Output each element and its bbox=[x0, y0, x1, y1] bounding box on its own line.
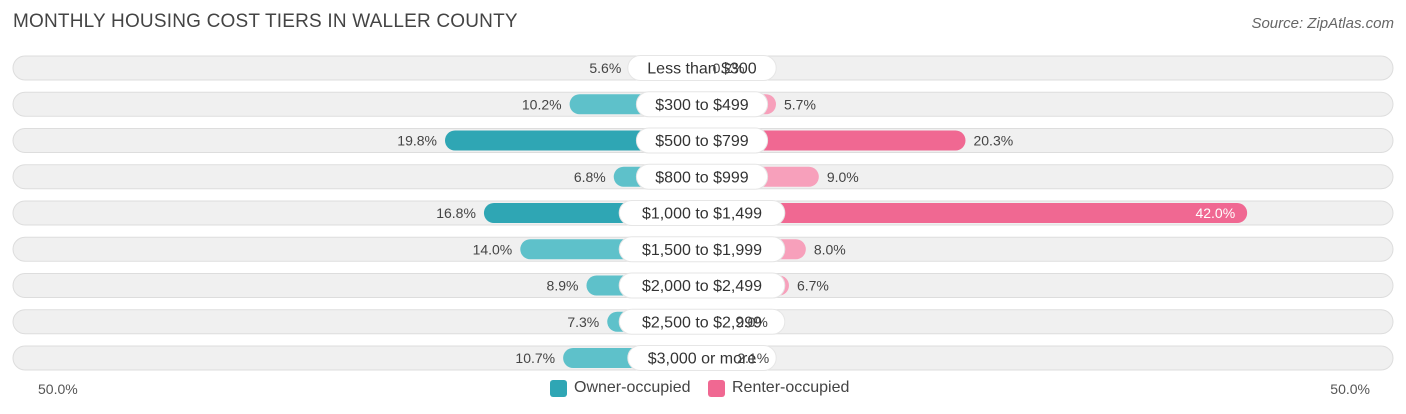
legend-item-owner: Owner-occupied bbox=[550, 379, 691, 397]
renter-value-label: 2.1% bbox=[737, 350, 769, 366]
renter-value-label: 2.0% bbox=[736, 314, 768, 330]
owner-value-label: 10.2% bbox=[522, 96, 562, 112]
owner-value-label: 14.0% bbox=[473, 241, 513, 257]
renter-swatch bbox=[708, 379, 725, 397]
category-pill bbox=[635, 127, 769, 154]
renter-value-label: 20.3% bbox=[973, 133, 1013, 149]
chart-canvas: Less than $300 5.6% 0.2% $300 to $499 10.2% 5… bbox=[12, 55, 1394, 371]
category-label: $2,000 to $2,499 bbox=[642, 278, 762, 295]
owner-value-label: 7.3% bbox=[567, 314, 599, 330]
category-pill bbox=[618, 308, 786, 335]
owner-value-label: 19.8% bbox=[397, 133, 437, 149]
category-label: $500 to $799 bbox=[655, 133, 749, 150]
category-label: $2,500 to $2,999 bbox=[642, 314, 762, 331]
owner-swatch bbox=[550, 379, 567, 397]
category-pill bbox=[635, 91, 769, 118]
category-pill bbox=[618, 200, 786, 226]
renter-value-label: 5.7% bbox=[784, 96, 816, 112]
legend-owner-label: Owner-occupied bbox=[574, 379, 691, 396]
category-label: $3,000 or more bbox=[648, 351, 757, 368]
source-note: Source: ZipAtlas.com bbox=[1251, 15, 1394, 32]
renter-value-label: 8.0% bbox=[814, 241, 846, 257]
owner-value-label: 5.6% bbox=[589, 60, 621, 76]
renter-value-label: 9.0% bbox=[827, 169, 859, 185]
owner-value-label: 16.8% bbox=[436, 205, 476, 221]
renter-value-label: 42.0% bbox=[1195, 205, 1235, 221]
category-pill bbox=[627, 55, 777, 81]
renter-value-label: 6.7% bbox=[797, 278, 829, 294]
owner-value-label: 8.9% bbox=[547, 278, 579, 294]
axis-label-right: 50.0% bbox=[1330, 381, 1370, 397]
renter-bar bbox=[702, 203, 1248, 223]
axis-label-left: 50.0% bbox=[38, 381, 78, 397]
category-pill bbox=[618, 236, 786, 263]
category-pill bbox=[627, 345, 777, 371]
category-label: $1,000 to $1,499 bbox=[642, 206, 762, 223]
category-pill bbox=[635, 163, 769, 190]
chart-title: MONTHLY HOUSING COST TIERS IN WALLER COU… bbox=[13, 11, 518, 32]
legend-renter-label: Renter-occupied bbox=[732, 379, 850, 396]
legend-item-renter: Renter-occupied bbox=[708, 379, 849, 397]
category-label: Less than $300 bbox=[647, 61, 757, 78]
category-label: $800 to $999 bbox=[655, 169, 749, 186]
category-label: $300 to $499 bbox=[655, 97, 749, 114]
legend: Owner-occupied Renter-occupied bbox=[0, 379, 1406, 399]
category-pill bbox=[618, 272, 786, 299]
owner-value-label: 6.8% bbox=[574, 169, 606, 185]
owner-value-label: 10.7% bbox=[515, 350, 555, 366]
renter-value-label: 0.2% bbox=[713, 60, 745, 76]
category-label: $1,500 to $1,999 bbox=[642, 242, 762, 259]
renter-bar bbox=[702, 130, 966, 151]
